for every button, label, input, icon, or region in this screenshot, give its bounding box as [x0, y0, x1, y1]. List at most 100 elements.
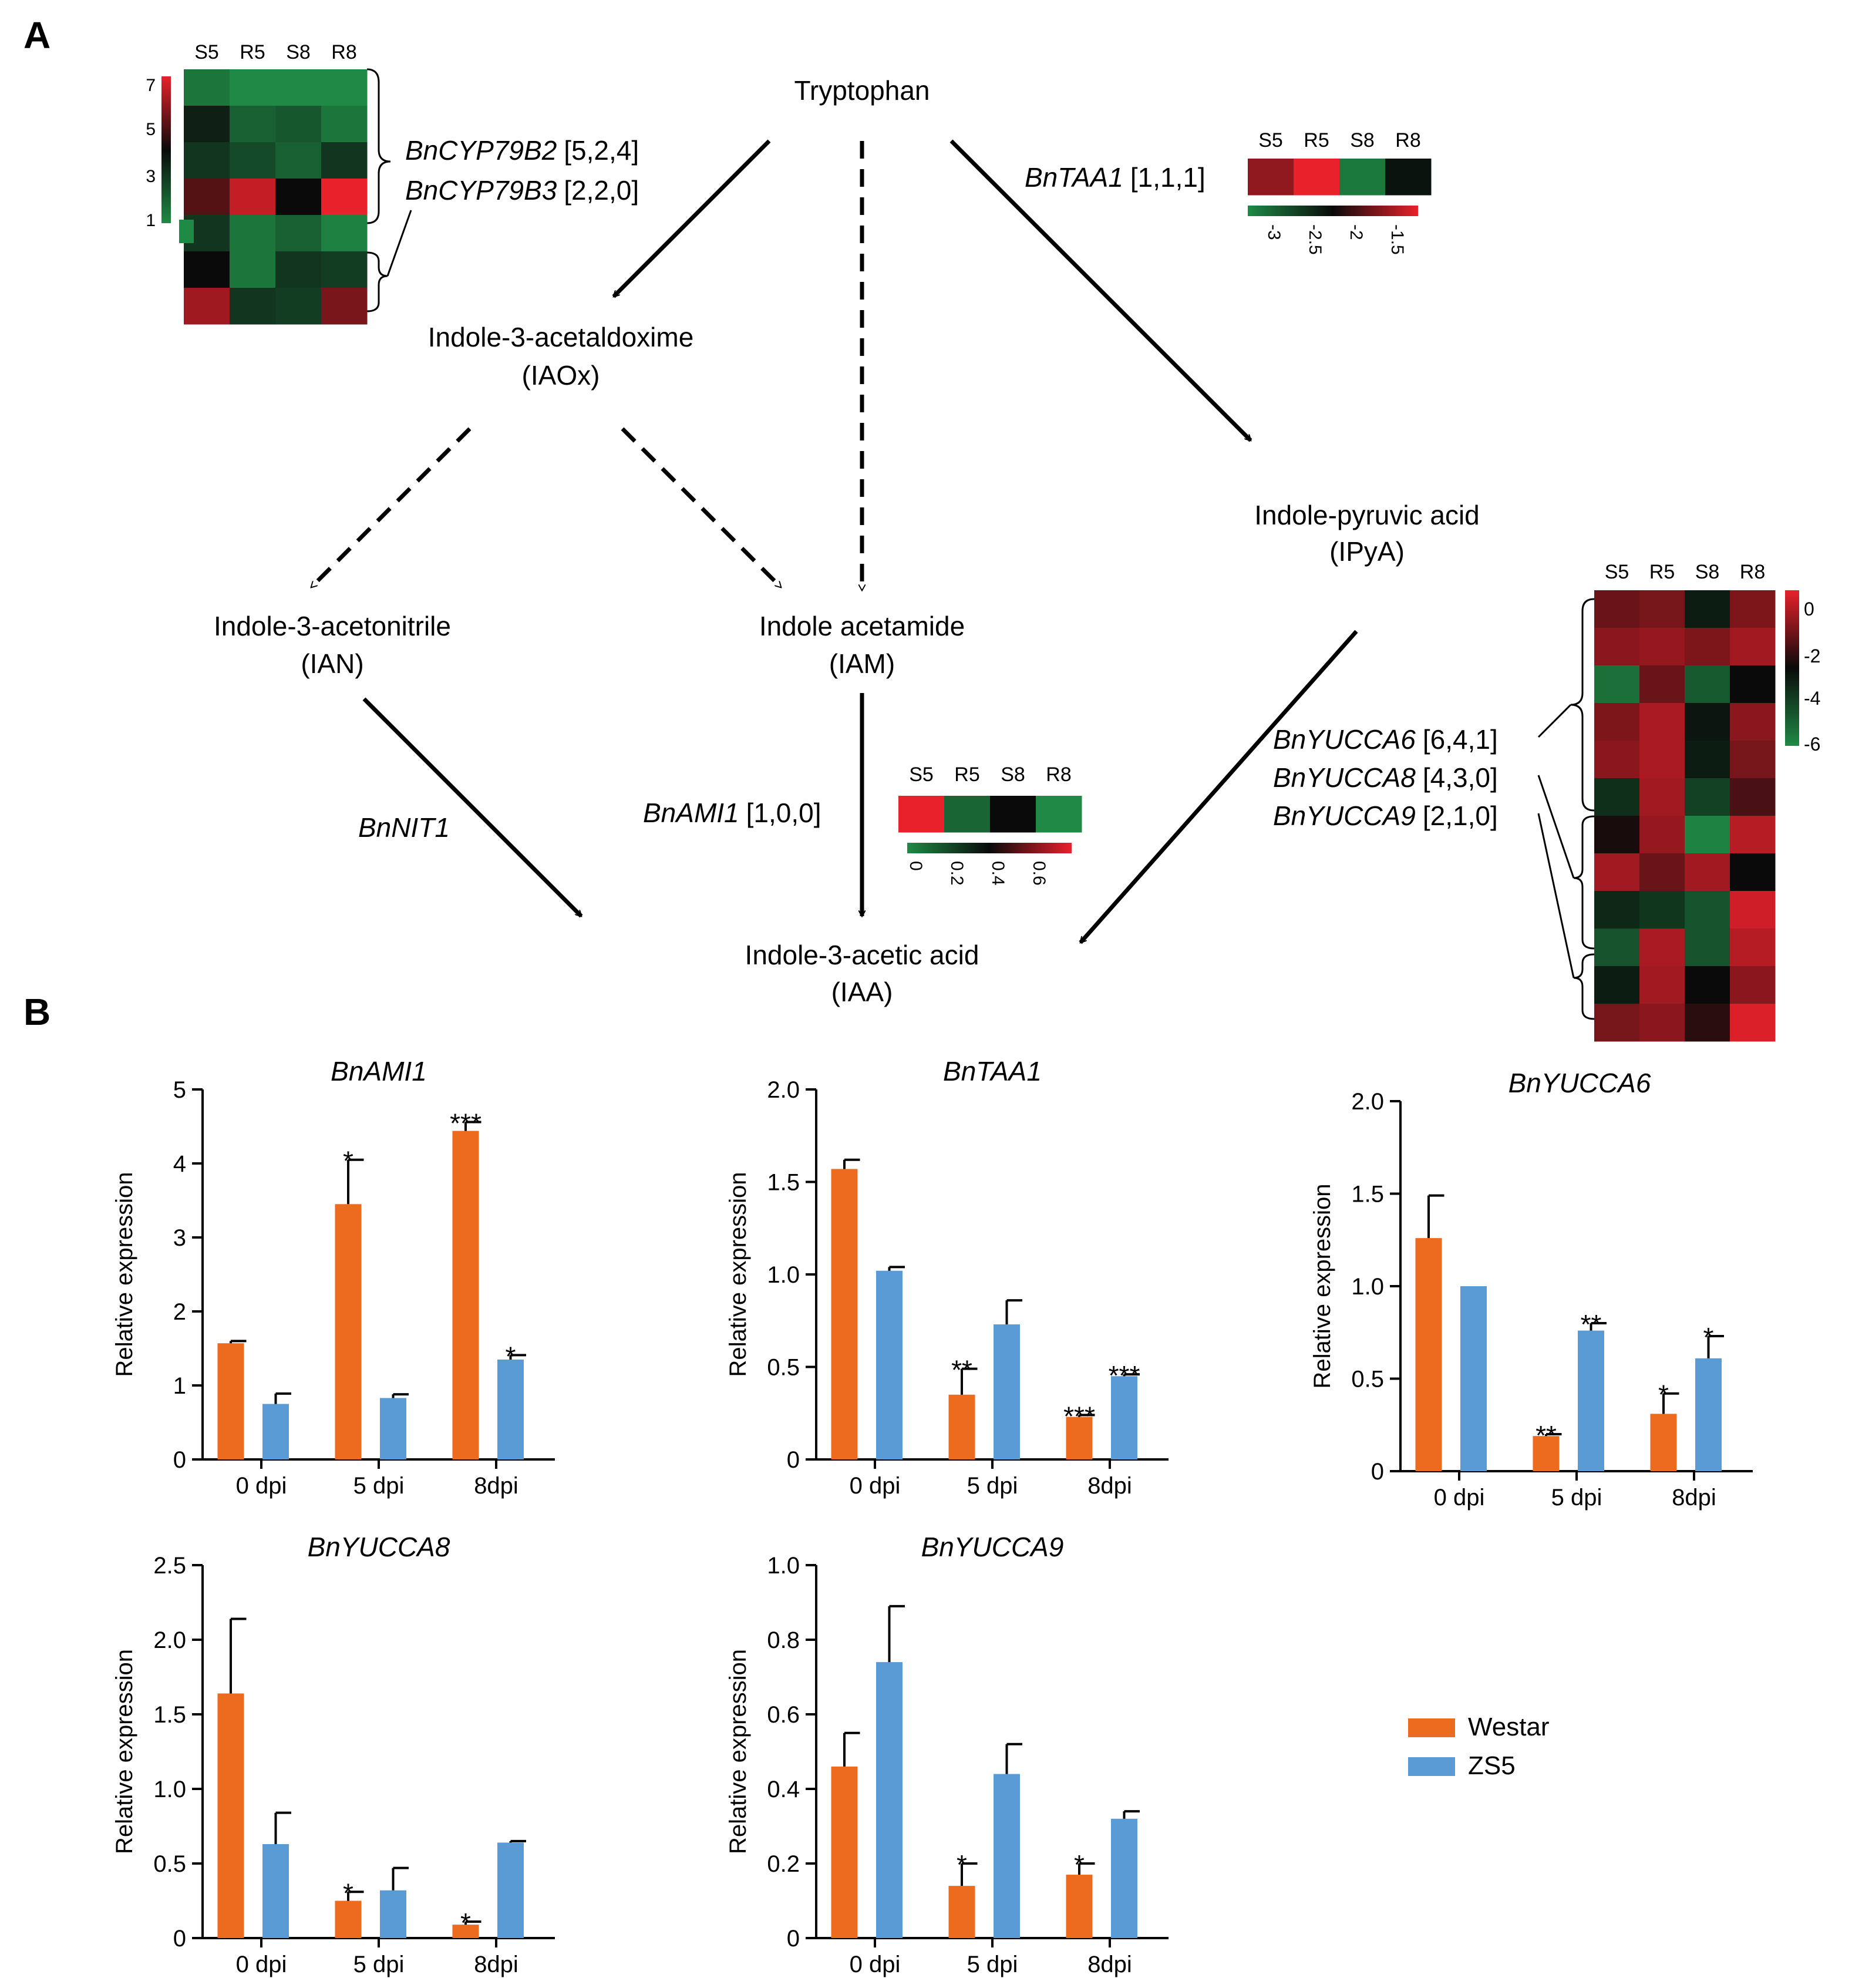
gene-taa1: BnTAA1 [1,1,1] — [1025, 162, 1206, 193]
heatmap-yucca-cell — [1594, 1004, 1640, 1042]
bar-westar — [948, 1886, 975, 1938]
heatmap-cyp79b-cell — [230, 179, 276, 216]
heatmap-yucca-scale-tick: -4 — [1804, 688, 1820, 709]
significance-marker: ** — [1536, 1420, 1557, 1451]
heatmap-cyp79b-cell — [230, 69, 276, 106]
arrow-ian-to-iaa — [362, 697, 583, 918]
heatmap-cyp79b-scale: 7 5 3 1 — [146, 76, 156, 230]
heatmap-ami1-scale-tick: 0.6 — [1029, 861, 1049, 886]
heatmap-yucca-cell — [1594, 966, 1640, 1004]
y-tick-label: 0.5 — [1351, 1367, 1384, 1392]
heatmap-cyp79b-cell — [275, 106, 322, 143]
x-tick-label: 0 dpi — [850, 1952, 901, 1977]
heatmap-yucca-column-r8: R8 — [1740, 561, 1765, 583]
heatmap-cyp79b-scale-tick: 7 — [146, 76, 156, 95]
node-ipya-name: Indole-pyruvic acid — [1254, 500, 1480, 530]
y-axis-label: Relative expression — [725, 1172, 751, 1377]
heatmap-cyp79b-cell — [321, 142, 368, 179]
node-ipya-abbr: (IPyA) — [1329, 536, 1405, 567]
heatmap-cyp79b-cell — [275, 142, 322, 179]
brace-yucca8 — [1573, 815, 1595, 950]
heatmap-yucca-cell — [1685, 703, 1730, 741]
significance-marker: * — [343, 1878, 353, 1908]
arrow-iaox-to-iam — [621, 427, 783, 589]
heatmap-yucca-cell — [1730, 816, 1776, 854]
bar-westar — [948, 1394, 975, 1459]
gene-bracket-lines — [366, 68, 1595, 1020]
heatmap-cyp79b-cell — [184, 251, 230, 288]
y-tick-label: 0 — [173, 1447, 186, 1473]
heatmap-yucca-cell — [1639, 778, 1685, 816]
heatmap-ami1-scale-tick: 0.4 — [988, 861, 1008, 886]
heatmap-yucca-cell — [1594, 665, 1640, 704]
x-tick-label: 8dpi — [1087, 1473, 1132, 1499]
heatmap-taa1-cell — [1294, 159, 1340, 196]
heatmap-taa1-cell — [1385, 159, 1432, 196]
heatmap-yucca-cell — [1639, 853, 1685, 892]
brace-cyp79b3 — [366, 251, 388, 312]
legend: Westar ZS5 — [1408, 1713, 1550, 1780]
bar-zs5 — [380, 1890, 406, 1938]
heatmap-ami1-cell — [1036, 796, 1082, 833]
heatmap-cyp79b-column-s8: S8 — [286, 41, 311, 63]
pathway-diagram: Tryptophan Indole-3-acetaldoxime (IAOx) … — [146, 41, 1820, 1042]
node-tryptophan: Tryptophan — [794, 75, 930, 106]
chart-title: BnYUCCA9 — [921, 1532, 1064, 1562]
bar-westar — [1533, 1436, 1560, 1471]
y-tick-label: 2.0 — [1351, 1089, 1384, 1115]
heatmap-yucca-cell — [1730, 966, 1776, 1004]
brace-yucca6 — [1570, 598, 1595, 812]
bar-zs5 — [497, 1359, 524, 1459]
x-tick-label: 5 dpi — [967, 1952, 1018, 1977]
brace-cyp79b2 — [366, 68, 391, 224]
heatmap-yucca-scale-tick: -6 — [1804, 734, 1820, 755]
bar-zs5 — [497, 1842, 524, 1938]
bar-zs5 — [1460, 1286, 1487, 1471]
heatmap-cyp79b-cell — [230, 251, 276, 288]
heatmap-yucca-cell — [1685, 628, 1730, 666]
heatmap-taa1-scale-tick: -2 — [1346, 224, 1366, 240]
heatmap-cyp79b-cell — [184, 179, 230, 216]
connector-yucca9 — [1537, 813, 1575, 978]
node-iaa-name: Indole-3-acetic acid — [745, 940, 979, 970]
heatmap-cyp79b-cell — [184, 106, 230, 143]
heatmap-cyp79b-scale-tick: 3 — [146, 167, 156, 186]
y-tick-label: 0 — [787, 1926, 800, 1952]
x-tick-label: 0 dpi — [236, 1952, 287, 1977]
heatmap-yucca-cell — [1685, 1004, 1730, 1042]
bar-zs5 — [262, 1404, 289, 1459]
heatmap-ami1-scale-tick: 0.2 — [947, 861, 967, 886]
heatmap-yucca-cell — [1594, 929, 1640, 967]
gene-yucca9: BnYUCCA9 [2,1,0] — [1273, 800, 1498, 831]
panel-label-a: A — [23, 14, 50, 56]
y-tick-label: 0.2 — [767, 1851, 800, 1877]
y-axis-label: Relative expression — [725, 1649, 751, 1854]
heatmap-ami1-colorbar — [907, 843, 1072, 853]
heatmap-cyp79b-column-r5: R5 — [240, 41, 265, 63]
heatmap-yucca-scale: 0 -2 -4 -6 — [1804, 598, 1820, 755]
y-axis-label: Relative expression — [1309, 1183, 1335, 1388]
y-axis-label: Relative expression — [112, 1649, 137, 1854]
y-tick-label: 0.8 — [767, 1627, 800, 1653]
heatmap-yucca-cell — [1685, 929, 1730, 967]
heatmap-yucca-cell — [1594, 741, 1640, 779]
y-tick-label: 5 — [173, 1077, 186, 1103]
heatmap-yucca-cells — [1594, 590, 1776, 1042]
heatmap-yucca-cell — [1730, 929, 1776, 967]
significance-marker: *** — [1109, 1360, 1140, 1391]
gene-cyp79b2: BnCYP79B2 [5,2,4] — [405, 135, 639, 166]
heatmap-cyp79b-cell — [275, 215, 322, 252]
heatmap-cyp79b-column-r8: R8 — [331, 41, 356, 63]
bar-westar — [1415, 1238, 1442, 1471]
bar-charts: BnAMI1 Relative expression 0 1 2 3 4 5 0 dpi 5 dp… — [112, 1056, 1753, 1977]
gene-ami1: BnAMI1 [1,0,0] — [643, 798, 821, 828]
y-tick-label: 0 — [1371, 1459, 1384, 1485]
heatmap-taa1-cells — [1248, 159, 1432, 196]
bar-zs5 — [1578, 1330, 1604, 1471]
heatmap-yucca-cell — [1594, 778, 1640, 816]
heatmap-ami1-scale: 0 0.2 0.4 0.6 — [906, 861, 1049, 886]
heatmap-yucca-column-r5: R5 — [1649, 561, 1675, 583]
y-tick-label: 1.0 — [1351, 1274, 1384, 1300]
heatmap-yucca-cell — [1639, 891, 1685, 929]
